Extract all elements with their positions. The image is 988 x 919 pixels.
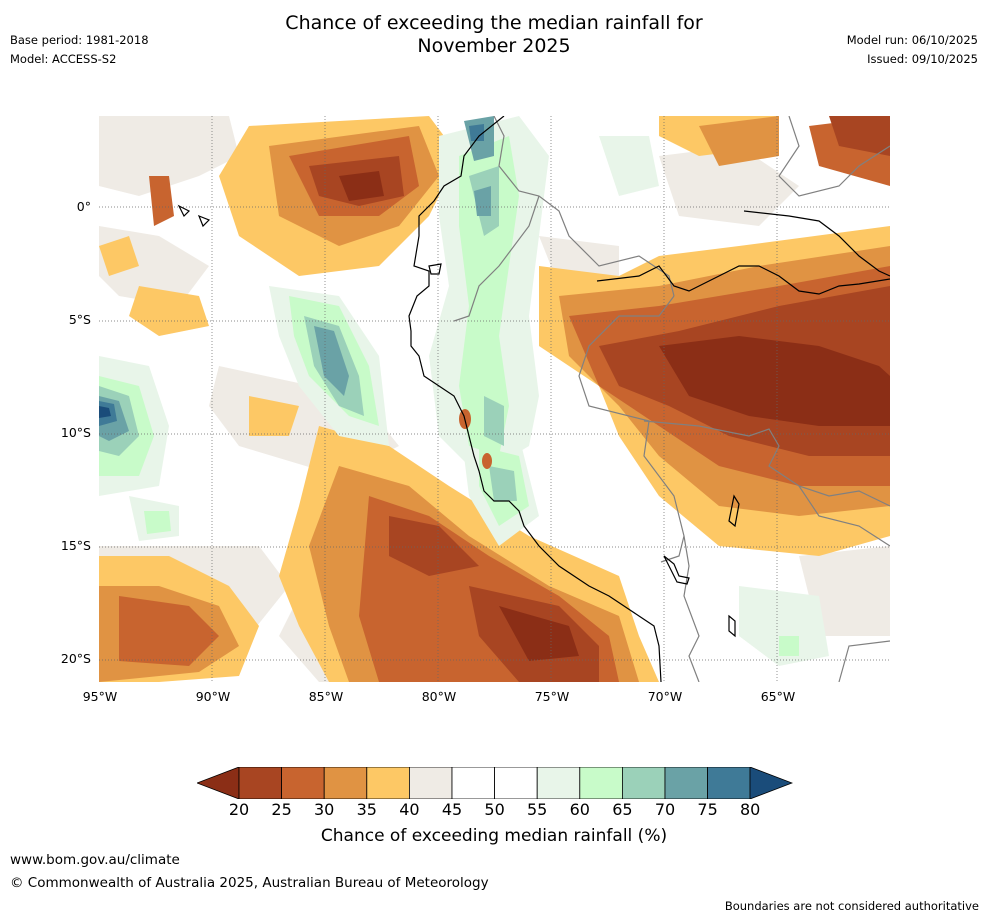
meta-right: Model run: 06/10/2025 Issued: 09/10/2025 bbox=[847, 31, 978, 69]
lon-label-95w: 95°W bbox=[82, 689, 118, 704]
bom-url-link[interactable]: www.bom.gov.au/climate bbox=[10, 852, 180, 868]
lon-label-70w: 70°W bbox=[647, 689, 683, 704]
model-name: Model: ACCESS-S2 bbox=[10, 52, 117, 66]
coastline bbox=[177, 116, 890, 682]
colorbar-tick-label: 45 bbox=[441, 800, 463, 819]
lon-label-75w: 75°W bbox=[534, 689, 570, 704]
colorbar-tick-label: 35 bbox=[356, 800, 377, 819]
colorbar-tick-label: 40 bbox=[399, 800, 420, 819]
colorbar-segment bbox=[323, 767, 368, 799]
lon-label-65w: 65°W bbox=[760, 689, 796, 704]
lat-label-10s: 10°S bbox=[60, 425, 91, 440]
rainfall-map bbox=[99, 116, 890, 682]
colorbar-segment bbox=[366, 767, 410, 799]
colorbar-segment bbox=[281, 767, 325, 799]
above-75-areas bbox=[99, 124, 484, 426]
colorbar bbox=[197, 767, 793, 799]
colorbar-tick-label: 50 bbox=[484, 800, 505, 819]
boundaries-disclaimer: Boundaries are not considered authoritat… bbox=[724, 899, 979, 913]
below-20-areas bbox=[339, 171, 890, 661]
colorbar-tick-label: 80 bbox=[740, 800, 761, 819]
lat-label-20s: 20°S bbox=[60, 651, 91, 666]
colorbar-tick-label: 20 bbox=[228, 800, 250, 819]
title-line-1: Chance of exceeding the median rainfall … bbox=[285, 12, 703, 34]
meta-left: Base period: 1981-2018 Model: ACCESS-S2 bbox=[10, 31, 149, 69]
issued-date: Issued: 09/10/2025 bbox=[867, 52, 978, 66]
colorbar-tick-label: 70 bbox=[654, 800, 676, 819]
colorbar-segment bbox=[621, 767, 666, 799]
title-line-2: November 2025 bbox=[417, 35, 571, 57]
colorbar-right-arrow bbox=[749, 767, 793, 799]
lat-label-15s: 15°S bbox=[60, 538, 91, 553]
base-period: Base period: 1981-2018 bbox=[10, 33, 149, 47]
colorbar-tick-label: 65 bbox=[612, 800, 633, 819]
model-run: Model run: 06/10/2025 bbox=[846, 33, 978, 47]
colorbar-label: Chance of exceeding median rainfall (%) bbox=[320, 826, 668, 846]
lon-label-90w: 90°W bbox=[195, 689, 231, 704]
country-boundaries bbox=[453, 116, 890, 682]
map-title: Chance of exceeding the median rainfall … bbox=[244, 12, 744, 58]
colorbar-segment bbox=[707, 767, 751, 799]
colorbar-segment bbox=[536, 767, 581, 799]
colorbar-tick-label: 75 bbox=[697, 800, 718, 819]
colorbar-tick-label: 25 bbox=[271, 800, 292, 819]
colorbar-segment bbox=[494, 767, 538, 799]
colorbar-segment bbox=[238, 767, 282, 799]
colorbar-segment bbox=[451, 767, 495, 799]
colorbar-left-arrow bbox=[197, 767, 240, 799]
colorbar-tick-label: 30 bbox=[314, 800, 335, 819]
colorbar-segment bbox=[408, 767, 453, 799]
colorbar-segment bbox=[579, 767, 623, 799]
lat-label-5s: 5°S bbox=[68, 312, 91, 327]
lat-label-0: 0° bbox=[76, 199, 91, 214]
graticule bbox=[99, 116, 890, 682]
lon-label-85w: 85°W bbox=[308, 689, 344, 704]
lon-label-80w: 80°W bbox=[421, 689, 457, 704]
colorbar-segment bbox=[664, 767, 708, 799]
colorbar-tick-label: 60 bbox=[569, 800, 590, 819]
copyright-notice: © Commonwealth of Australia 2025, Austra… bbox=[10, 875, 489, 891]
colorbar-tick-label: 55 bbox=[527, 800, 548, 819]
